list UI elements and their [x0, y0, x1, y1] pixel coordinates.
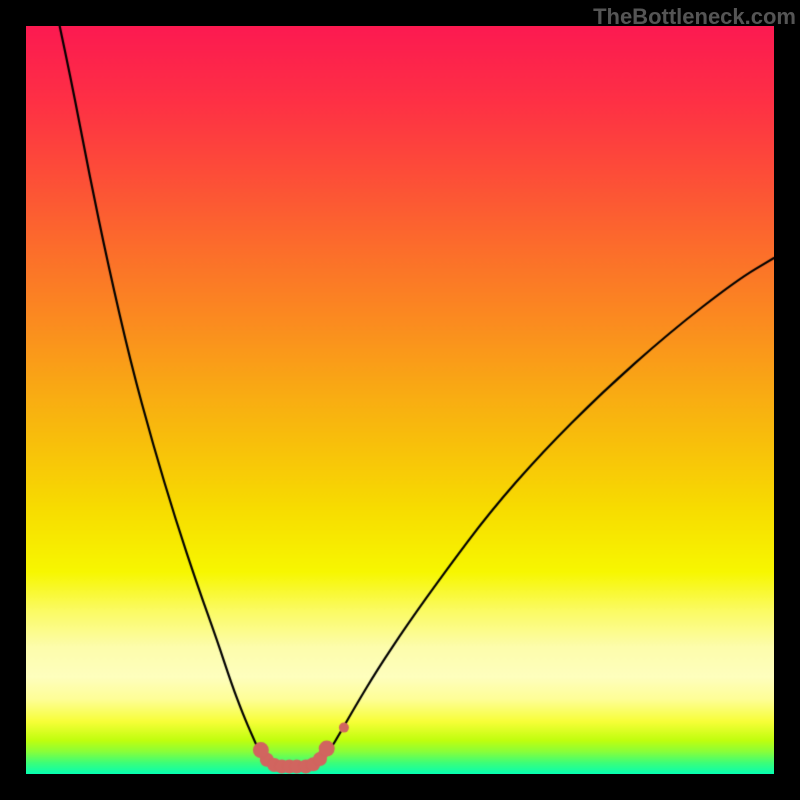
watermark-text: TheBottleneck.com: [593, 4, 796, 30]
plot-area: [26, 26, 774, 774]
figure-root: TheBottleneck.com: [0, 0, 800, 800]
chart-canvas: [26, 26, 774, 774]
